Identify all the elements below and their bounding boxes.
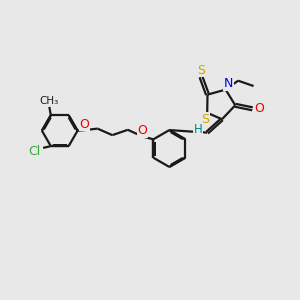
Text: O: O [138,124,148,137]
Text: Cl: Cl [28,145,40,158]
Text: H: H [194,123,203,136]
Text: O: O [80,118,89,130]
Text: N: N [224,77,233,90]
Text: S: S [197,64,205,77]
Text: S: S [201,113,209,126]
Text: CH₃: CH₃ [40,96,59,106]
Text: O: O [254,102,264,115]
